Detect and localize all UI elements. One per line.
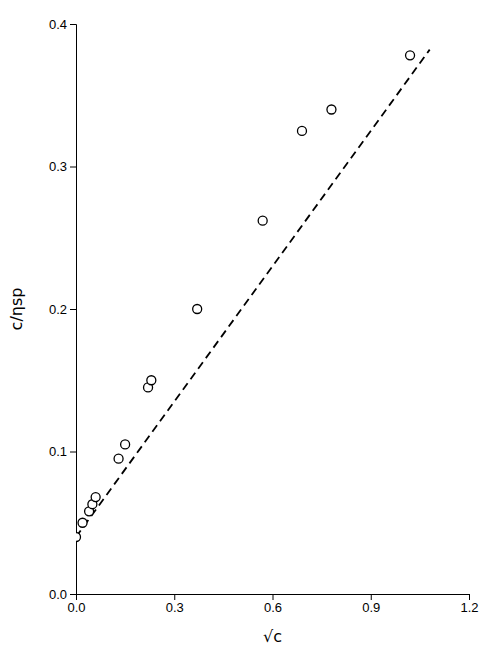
marks [76, 50, 430, 542]
point [327, 105, 336, 114]
tick-label: 0.9 [362, 600, 380, 615]
y-axis-title: c/ηsp [7, 288, 26, 331]
x-axis-title: √c [263, 627, 282, 646]
tick: 0.4 [49, 17, 76, 32]
tick-label: 1.2 [460, 600, 478, 615]
tick: 0.3 [166, 594, 184, 615]
point [406, 51, 415, 60]
tick: 1.2 [460, 594, 478, 615]
tick-mark [70, 309, 76, 310]
tick: 0.3 [49, 159, 76, 174]
point [78, 518, 87, 527]
tick-mark [70, 24, 76, 25]
y-axis: 0.0 0.1 0.2 0.3 0.4 [49, 17, 77, 602]
tick-mark [70, 452, 76, 453]
tick-label: 0.4 [49, 17, 67, 32]
axis-line [70, 25, 77, 595]
tick-mark [174, 594, 175, 600]
plot: 0.0 0.3 0.6 0.9 1.2 0.0 0.1 0.2 0.3 0.4 [49, 17, 479, 616]
tick-label: 0.0 [67, 600, 85, 615]
point [114, 454, 123, 463]
tick: 0.0 [67, 594, 85, 615]
tick-label: 0.3 [49, 159, 67, 174]
point [76, 533, 81, 542]
tick-mark [371, 594, 372, 600]
point [297, 126, 306, 135]
tick-label: 0.1 [49, 444, 67, 459]
tick-mark [469, 594, 470, 600]
tick-mark [70, 594, 76, 595]
point [91, 493, 100, 502]
tick-label: 0.2 [49, 302, 67, 317]
tick: 0.2 [49, 302, 76, 317]
tick: 0.0 [49, 587, 76, 602]
tick-label: 0.3 [166, 600, 184, 615]
point [193, 305, 202, 314]
tick-label: 0.6 [264, 600, 282, 615]
tick-label: 0.0 [49, 587, 67, 602]
tick: 0.1 [49, 444, 76, 459]
x-axis: 0.0 0.3 0.6 0.9 1.2 [67, 594, 478, 615]
tick: 0.9 [362, 594, 380, 615]
axis-line [77, 595, 470, 601]
point [147, 376, 156, 385]
tick-mark [273, 594, 274, 600]
tick-mark [70, 167, 76, 168]
fit-line [76, 50, 430, 537]
point [258, 216, 267, 225]
tick: 0.6 [264, 594, 282, 615]
point [121, 440, 130, 449]
chart: 0.0 0.3 0.6 0.9 1.2 0.0 0.1 0.2 0.3 0.4 √c c/ηsp [0, 0, 493, 658]
